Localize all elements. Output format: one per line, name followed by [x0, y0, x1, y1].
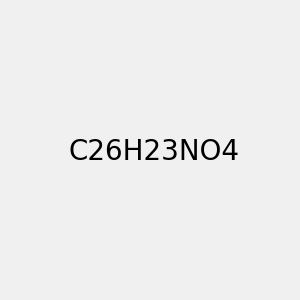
Text: C26H23NO4: C26H23NO4	[68, 137, 239, 166]
